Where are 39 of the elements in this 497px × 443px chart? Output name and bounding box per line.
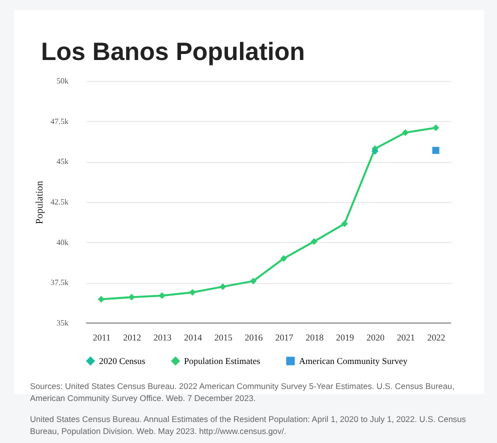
y-tick-label: 50k bbox=[56, 76, 68, 86]
text: United States Census Bureau. Annual Estimates of the Resident Population: April 1, 2020 to July 1, 2022. U.S. Census Bureau, Population Division. Web. May 2023. http://www.census.gov/. bbox=[30, 413, 467, 438]
x-tick-label: 2012 bbox=[123, 332, 142, 342]
x-tick-label: 2020 bbox=[366, 332, 385, 342]
point bbox=[158, 292, 166, 299]
x-tick-label: 2022 bbox=[427, 332, 446, 342]
source-note: Sources: United States Census Bureau. 2022 American Community Survey 5-Year Estimates. U.S. Census Bureau, American Community Survey Office. Web. 7 December 2023. bbox=[30, 380, 456, 404]
point bbox=[250, 278, 257, 284]
x-tick-label: 2018 bbox=[306, 332, 324, 342]
point bbox=[310, 238, 318, 245]
x-tick-label: 2011 bbox=[92, 332, 111, 342]
x-tick-label: 2016 bbox=[244, 332, 264, 342]
point bbox=[432, 124, 440, 132]
point bbox=[128, 294, 135, 301]
y-tick-label: 42.5k bbox=[50, 198, 68, 206]
point bbox=[402, 129, 409, 136]
x-tick-label: 2014 bbox=[184, 332, 202, 342]
point bbox=[280, 255, 288, 262]
y-axis-title: Population bbox=[34, 180, 46, 224]
point bbox=[98, 296, 105, 303]
point bbox=[220, 283, 226, 290]
x-tick-label: 2021 bbox=[396, 332, 415, 342]
legend-label: Population Estimates bbox=[184, 356, 261, 366]
point bbox=[371, 148, 378, 155]
y-tick-label: 45k bbox=[56, 157, 68, 166]
y-tick-label: 35k bbox=[56, 318, 68, 328]
x-tick-label: 2013 bbox=[154, 332, 172, 342]
x-tick-label: 2015 bbox=[214, 332, 233, 342]
x-tick-label: 2017 bbox=[275, 332, 294, 342]
legend-label: 2020 Census bbox=[99, 356, 146, 366]
y-tick-label: 47.5k bbox=[50, 116, 68, 126]
y-tick-label: 40k bbox=[56, 238, 68, 247]
x-tick-label: 2019 bbox=[336, 332, 355, 342]
y-tick-label: 37.5k bbox=[50, 278, 68, 288]
point bbox=[189, 288, 196, 296]
chart-title: Los Banos Population bbox=[41, 38, 306, 67]
point bbox=[341, 220, 348, 228]
legend-label: American Community Survey bbox=[299, 356, 408, 366]
point bbox=[432, 146, 440, 154]
